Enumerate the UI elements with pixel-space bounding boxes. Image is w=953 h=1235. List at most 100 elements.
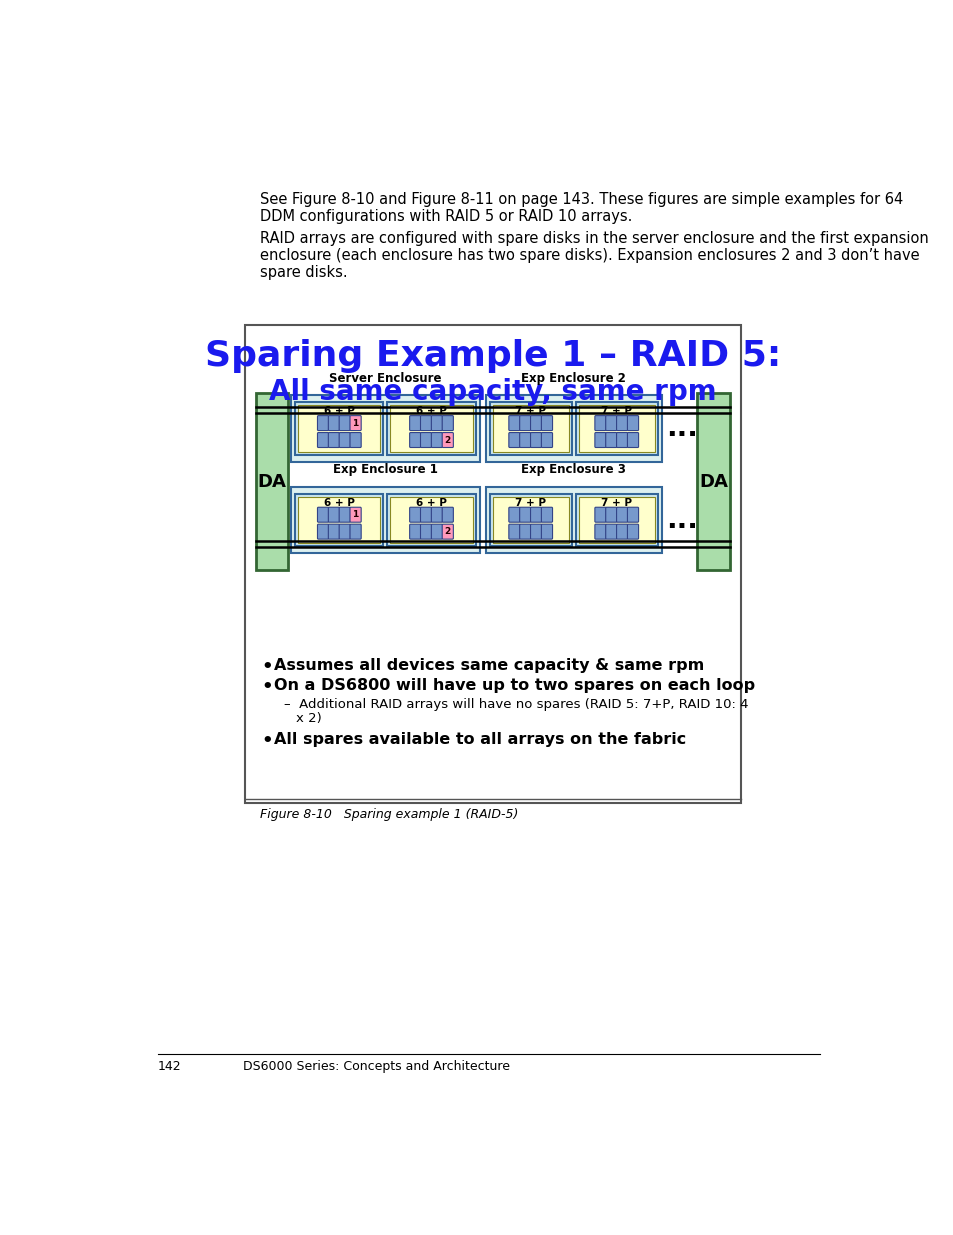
FancyBboxPatch shape [420,416,431,431]
Bar [291,395,479,462]
FancyBboxPatch shape [442,432,453,447]
FancyBboxPatch shape [519,508,530,522]
FancyBboxPatch shape [328,508,339,522]
FancyBboxPatch shape [540,524,552,540]
Text: DA: DA [699,473,727,490]
Text: ...: ... [665,506,698,534]
FancyBboxPatch shape [328,524,339,540]
FancyBboxPatch shape [508,508,519,522]
Bar [387,494,476,546]
FancyBboxPatch shape [627,416,638,431]
FancyBboxPatch shape [420,508,431,522]
FancyBboxPatch shape [442,416,453,431]
Bar [291,487,479,553]
Bar [485,395,661,462]
FancyBboxPatch shape [420,432,431,447]
Text: Exp Enclosure 2: Exp Enclosure 2 [520,372,625,384]
Bar [485,487,661,553]
FancyBboxPatch shape [350,508,361,522]
Text: 7 + P: 7 + P [600,498,632,508]
FancyBboxPatch shape [616,524,627,540]
FancyBboxPatch shape [350,432,361,447]
FancyBboxPatch shape [431,524,442,540]
Bar [489,403,571,454]
FancyBboxPatch shape [605,416,617,431]
Text: 6 + P: 6 + P [324,498,355,508]
Text: 7 + P: 7 + P [515,406,546,416]
FancyBboxPatch shape [317,524,328,540]
FancyBboxPatch shape [530,416,541,431]
FancyBboxPatch shape [339,508,350,522]
Bar [245,325,740,803]
FancyBboxPatch shape [530,524,541,540]
Text: x 2): x 2) [295,711,321,725]
FancyBboxPatch shape [595,432,605,447]
Text: 2: 2 [444,527,451,536]
FancyBboxPatch shape [627,524,638,540]
Text: Exp Enclosure 3: Exp Enclosure 3 [520,463,625,477]
FancyBboxPatch shape [339,416,350,431]
FancyBboxPatch shape [627,432,638,447]
Bar [294,494,383,546]
FancyBboxPatch shape [508,432,519,447]
Text: Exp Enclosure 1: Exp Enclosure 1 [333,463,437,477]
FancyBboxPatch shape [409,416,420,431]
FancyBboxPatch shape [442,524,453,540]
FancyBboxPatch shape [350,524,361,540]
Bar [390,496,472,543]
Text: Assumes all devices same capacity & same rpm: Assumes all devices same capacity & same… [274,658,703,673]
FancyBboxPatch shape [519,432,530,447]
FancyBboxPatch shape [530,432,541,447]
FancyBboxPatch shape [350,416,361,431]
Text: 142: 142 [158,1061,181,1073]
FancyBboxPatch shape [431,508,442,522]
Bar [255,393,288,571]
Text: DA: DA [257,473,286,490]
FancyBboxPatch shape [540,508,552,522]
Text: ...: ... [665,415,698,442]
FancyBboxPatch shape [530,508,541,522]
Text: All spares available to all arrays on the fabric: All spares available to all arrays on th… [274,732,686,747]
Text: –  Additional RAID arrays will have no spares (RAID 5: 7+P, RAID 10: 4: – Additional RAID arrays will have no sp… [283,698,747,711]
FancyBboxPatch shape [409,508,420,522]
FancyBboxPatch shape [409,432,420,447]
FancyBboxPatch shape [616,432,627,447]
Bar [294,403,383,454]
FancyBboxPatch shape [616,508,627,522]
FancyBboxPatch shape [317,508,328,522]
Text: 2: 2 [444,436,451,445]
Text: Sparing Example 1 – RAID 5:: Sparing Example 1 – RAID 5: [205,340,781,373]
Text: DS6000 Series: Concepts and Architecture: DS6000 Series: Concepts and Architecture [243,1061,510,1073]
Bar [492,496,568,543]
Text: 7 + P: 7 + P [600,406,632,416]
Text: All same capacity, same rpm: All same capacity, same rpm [269,378,716,405]
FancyBboxPatch shape [508,416,519,431]
FancyBboxPatch shape [317,416,328,431]
FancyBboxPatch shape [420,524,431,540]
Bar [575,494,658,546]
FancyBboxPatch shape [595,416,605,431]
FancyBboxPatch shape [339,432,350,447]
Text: 6 + P: 6 + P [416,406,446,416]
FancyBboxPatch shape [519,416,530,431]
Bar [387,403,476,454]
Text: •: • [261,658,274,676]
Text: 6 + P: 6 + P [324,406,355,416]
FancyBboxPatch shape [431,416,442,431]
Bar [575,403,658,454]
FancyBboxPatch shape [605,524,617,540]
FancyBboxPatch shape [328,432,339,447]
FancyBboxPatch shape [595,508,605,522]
Text: On a DS6800 will have up to two spares on each loop: On a DS6800 will have up to two spares o… [274,678,755,693]
FancyBboxPatch shape [627,508,638,522]
Bar [492,405,568,452]
Text: 7 + P: 7 + P [515,498,546,508]
Text: •: • [261,732,274,750]
Text: 1: 1 [352,419,358,427]
FancyBboxPatch shape [442,508,453,522]
Bar [489,494,571,546]
Text: •: • [261,678,274,697]
FancyBboxPatch shape [431,432,442,447]
FancyBboxPatch shape [339,524,350,540]
FancyBboxPatch shape [328,416,339,431]
